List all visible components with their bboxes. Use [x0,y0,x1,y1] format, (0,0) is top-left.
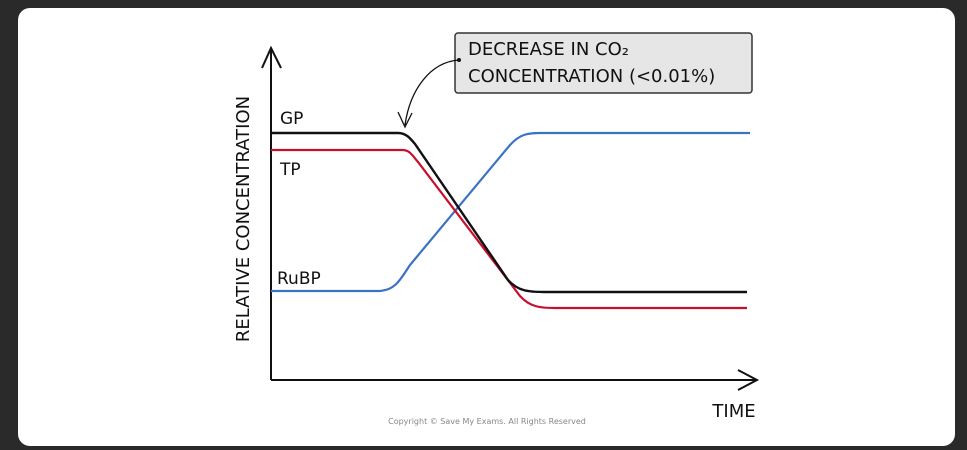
annotation-line: DECREASE IN CO₂ [468,39,629,60]
line-label: GP [280,109,303,129]
tp-line [271,148,747,310]
copyright: Copyright © Save My Exams. All Rights Re… [388,417,586,426]
line-label: RuBP [277,269,321,289]
x-axis-label: TIME [711,401,755,422]
annotation-box [454,32,753,94]
annotation-line: CONCENTRATION (<0.01%) [468,66,715,87]
y-axis [261,45,282,380]
annotation-dot [457,58,461,62]
annotation-arrow [397,59,460,129]
line-label: TP [279,160,301,180]
gp-line [271,131,747,294]
y-axis-label: RELATIVE CONCENTRATION [233,96,254,342]
card [18,8,955,446]
x-axis [271,369,760,391]
rubp-line [271,131,750,293]
